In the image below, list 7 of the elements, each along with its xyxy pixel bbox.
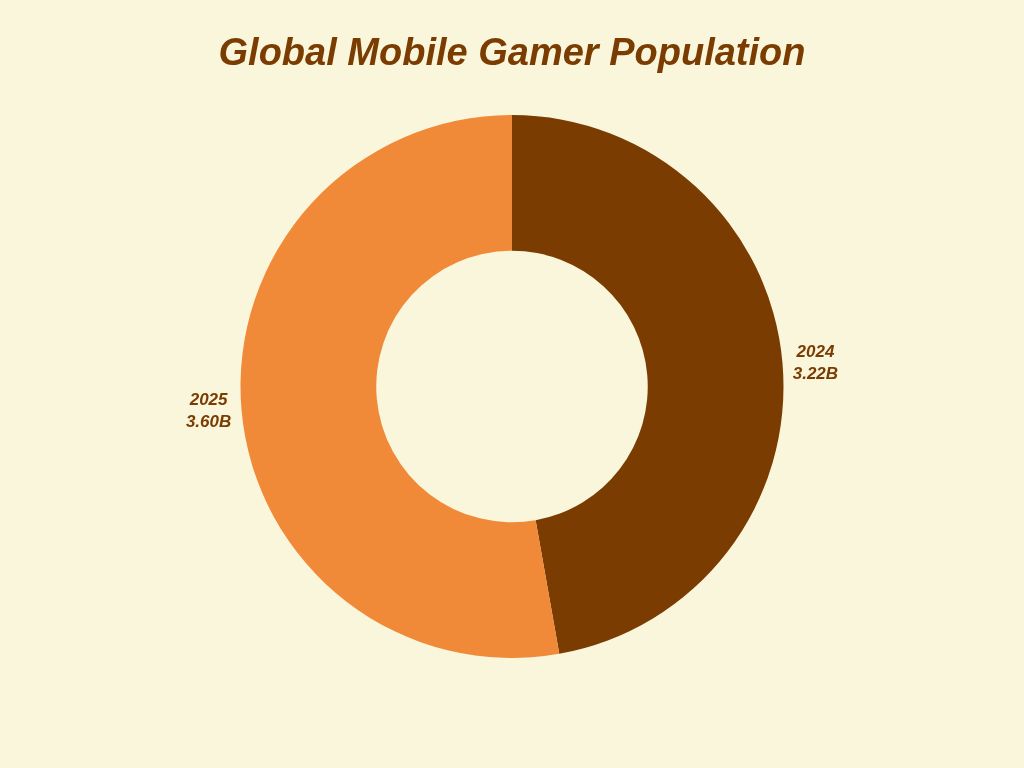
donut-slice: [512, 115, 784, 654]
data-label: 3.60B: [185, 411, 232, 431]
slice-label: 2024: [795, 342, 835, 362]
data-label: 3.22B: [792, 364, 839, 384]
slice-label: 2025: [188, 389, 229, 409]
chart-title: Global Mobile Gamer Population: [218, 31, 806, 73]
donut-slice: [240, 115, 560, 658]
